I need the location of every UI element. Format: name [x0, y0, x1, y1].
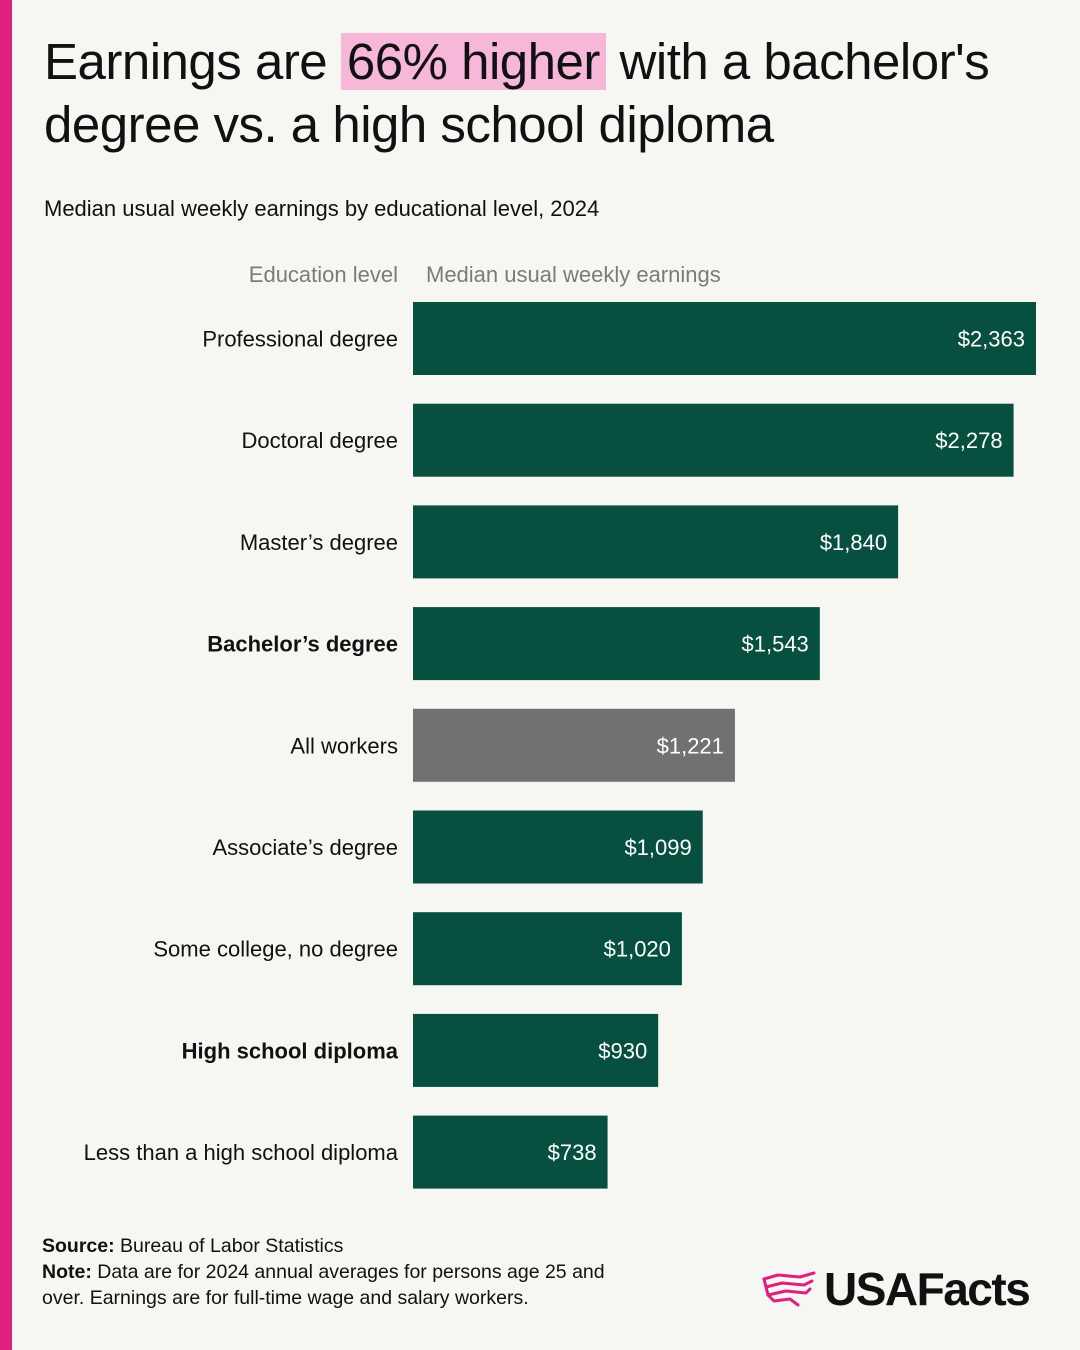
usafacts-logo: USAFacts: [760, 1262, 1031, 1316]
value-label-bachelor-s-degree: $1,543: [742, 632, 809, 657]
bar-less-than-a-high-school-diploma: [413, 1115, 608, 1189]
category-label-bachelor-s-degree: Bachelor’s degree: [207, 632, 398, 657]
accent-stripe: [0, 0, 12, 1350]
value-label-high-school-diploma: $930: [598, 1038, 647, 1063]
column-header-earnings: Median usual weekly earnings: [426, 262, 721, 287]
column-header-education: Education level: [248, 262, 398, 287]
note-line: Note: Data are for 2024 annual averages …: [42, 1261, 605, 1309]
category-label-doctoral-degree: Doctoral degree: [241, 428, 398, 453]
value-label-associate-s-degree: $1,099: [624, 835, 691, 860]
category-label-associate-s-degree: Associate’s degree: [213, 835, 399, 860]
category-label-professional-degree: Professional degree: [202, 327, 398, 352]
usa-map-flag-icon: [762, 1271, 816, 1307]
bar-professional-degree: [413, 302, 1036, 375]
value-label-master-s-degree: $1,840: [820, 530, 887, 555]
category-label-less-than-a-high-school-diploma: Less than a high school diploma: [84, 1140, 399, 1165]
title-suffix: with a bachelor's degree vs. a high scho…: [44, 33, 990, 153]
bar-doctoral-degree: [413, 403, 1014, 477]
category-label-all-workers: All workers: [290, 733, 398, 758]
footer-notes: Source: Bureau of Labor Statistics Note:…: [42, 1233, 642, 1311]
source-line: Source: Bureau of Labor Statistics: [42, 1235, 344, 1257]
bar-high-school-diploma: [413, 1013, 659, 1087]
title-highlight: 66% higher: [340, 33, 606, 90]
value-label-doctoral-degree: $2,278: [935, 428, 1002, 453]
bar-master-s-degree: [413, 505, 899, 579]
value-label-all-workers: $1,221: [657, 733, 724, 758]
value-label-professional-degree: $2,363: [958, 327, 1025, 352]
title-prefix: Earnings are: [44, 33, 328, 90]
bar-all-workers: [413, 708, 735, 782]
bar-associate-s-degree: [413, 810, 703, 884]
category-label-some-college-no-degree: Some college, no degree: [153, 937, 398, 962]
category-label-high-school-diploma: High school diploma: [182, 1038, 399, 1063]
category-label-master-s-degree: Master’s degree: [240, 530, 398, 555]
brand-name: USAFacts: [824, 1263, 1031, 1315]
value-label-less-than-a-high-school-diploma: $738: [548, 1140, 597, 1165]
value-label-some-college-no-degree: $1,020: [604, 937, 671, 962]
chart-title: Earnings are 66% higher with a bachelor'…: [44, 30, 1054, 156]
bar-chart: Professional degree $2,363 Doctoral degree…: [84, 302, 1036, 1189]
bar-some-college-no-degree: [413, 912, 682, 986]
bar-bachelor-s-degree: [413, 607, 820, 681]
chart-subtitle: Median usual weekly earnings by educatio…: [44, 196, 600, 221]
